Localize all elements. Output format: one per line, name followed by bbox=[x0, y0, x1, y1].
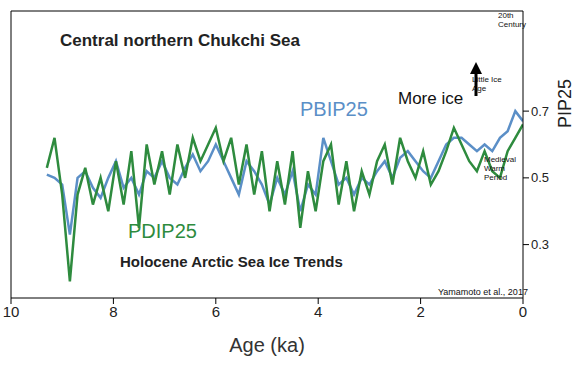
svg-text:8: 8 bbox=[109, 303, 117, 320]
html-text:Medieval Warm Period: Medieval Warm Period bbox=[484, 155, 516, 182]
svg-text:0: 0 bbox=[519, 303, 527, 320]
svg-text:6: 6 bbox=[212, 303, 220, 320]
svg-text:0.5: 0.5 bbox=[531, 170, 549, 185]
html-text:Central northern Chukchi Sea: Central northern Chukchi Sea bbox=[60, 31, 300, 50]
html-text:PIP25: PIP25 bbox=[555, 79, 575, 128]
svg-text:0.3: 0.3 bbox=[531, 237, 549, 252]
html-text:More ice: More ice bbox=[398, 89, 464, 108]
svg-text:Age (ka): Age (ka) bbox=[229, 334, 305, 356]
svg-text:2: 2 bbox=[416, 303, 424, 320]
svg-text:10: 10 bbox=[8, 303, 19, 320]
html-text:PBIP25: PBIP25 bbox=[300, 98, 368, 120]
html-text:20th Century: 20th Century bbox=[498, 11, 526, 29]
html-text:PDIP25: PDIP25 bbox=[128, 220, 197, 242]
html-text:Little Ice Age: Little Ice Age bbox=[472, 75, 502, 93]
html-text:Holocene Arctic Sea Ice Trends: Holocene Arctic Sea Ice Trends bbox=[120, 253, 343, 270]
svg-text:4: 4 bbox=[314, 303, 322, 320]
html-text:Yamamoto et al., 2017: Yamamoto et al., 2017 bbox=[438, 287, 528, 297]
svg-text:0.7: 0.7 bbox=[531, 104, 549, 119]
